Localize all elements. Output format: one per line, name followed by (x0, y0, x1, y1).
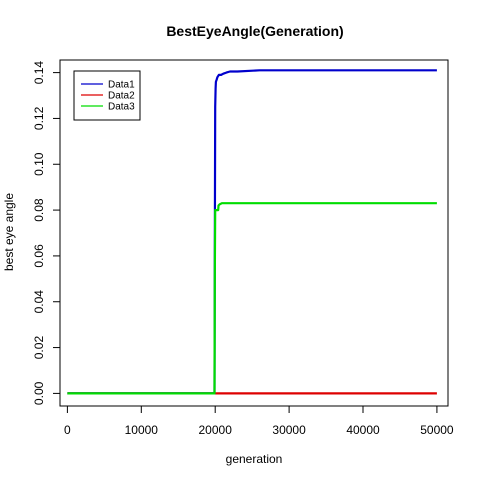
legend-label-data2: Data2 (108, 91, 135, 102)
y-tick-label: 0.08 (32, 198, 46, 222)
legend-label-data1: Data1 (108, 80, 135, 91)
x-tick-label: 50000 (420, 423, 454, 437)
y-tick-label: 0.06 (32, 244, 46, 268)
chart-title: BestEyeAngle(Generation) (166, 23, 343, 39)
y-tick-label: 0.14 (32, 61, 46, 85)
y-tick-label: 0.10 (32, 152, 46, 176)
y-axis: 0.00 0.02 0.04 0.06 0.08 0.10 0.12 0.14 (32, 61, 61, 405)
series-line-data3 (67, 202, 437, 395)
legend-label-data3: Data3 (108, 102, 135, 113)
x-axis-label: generation (226, 452, 283, 466)
y-tick-label: 0.04 (32, 290, 46, 314)
y-axis-label: best eye angle (2, 193, 16, 271)
y-tick-label: 0.00 (32, 381, 46, 405)
y-tick-label: 0.02 (32, 336, 46, 360)
x-axis: 0 10000 20000 30000 40000 50000 (64, 405, 454, 437)
series-line-data1 (67, 69, 437, 395)
x-tick-label: 30000 (272, 423, 306, 437)
y-tick-label: 0.12 (32, 106, 46, 130)
x-tick-label: 40000 (346, 423, 380, 437)
x-tick-label: 0 (64, 423, 71, 437)
series-layer (67, 69, 437, 395)
x-tick-label: 10000 (125, 423, 159, 437)
x-tick-label: 20000 (199, 423, 233, 437)
